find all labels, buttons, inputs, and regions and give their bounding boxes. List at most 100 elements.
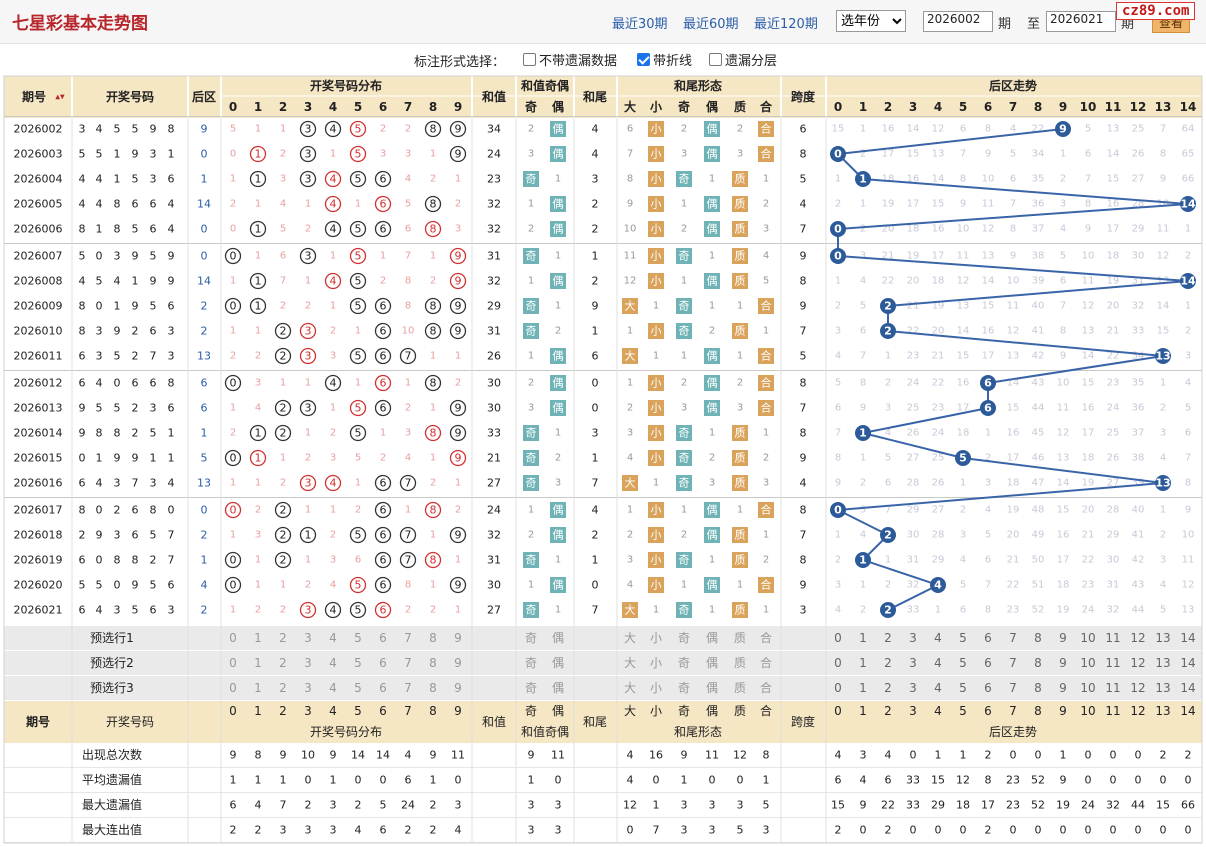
miss-value: 1 [455,174,461,185]
shape-miss: 1 [763,326,769,337]
recent-120-link[interactable]: 最近120期 [754,17,818,32]
stats-trend: 0 [1085,774,1092,787]
hit-number: 9 [455,452,462,465]
draw-number: 6 [168,173,175,186]
recent-30-link[interactable]: 最近30期 [612,17,668,32]
stats-trend: 0 [1110,774,1117,787]
period-from-input[interactable]: 2026002 [923,11,993,32]
options-label: 标注形式选择： [414,55,506,70]
miss-value: 2 [230,428,236,439]
trend-miss: 4 [985,505,991,516]
trend-miss: 4 [1160,580,1166,591]
preselect-back-digit: 12 [1130,681,1145,695]
miss-value: 1 [405,505,411,516]
header-back: 后区 [192,89,216,104]
trend-miss: 1 [860,580,866,591]
miss-value: 1 [430,580,436,591]
stats-shape: 12 [623,799,637,812]
oe-box [550,273,566,289]
stats-shape: 9 [681,749,688,762]
draw-number: 3 [114,604,121,617]
miss-value: 8 [405,276,411,287]
trend-miss: 13 [1107,124,1120,135]
shape-mark: 小 [651,504,662,517]
option-line[interactable]: 带折线 [637,50,692,69]
trend-ball-number: 14 [1180,275,1196,288]
draw-number: 4 [96,604,103,617]
period-to-input[interactable]: 2026021 [1046,11,1116,32]
trend-miss: 1 [860,453,866,464]
stats-trend: 2 [1160,749,1167,762]
hit-ball [299,170,317,188]
trend-miss: 44 [1132,605,1145,616]
header-tail: 和尾 [582,89,607,104]
sum-value: 29 [487,300,501,313]
hit-ball [449,272,467,290]
option-layer[interactable]: 遗漏分层 [709,50,777,69]
hit-ball [274,347,292,365]
preselect-digit: 1 [254,631,262,645]
preselect-back-digit: 10 [1080,656,1095,670]
trend-miss: 18 [1082,453,1095,464]
preselect-even: 偶 [552,631,564,645]
trend-miss: 14 [932,174,945,185]
trend-ball-number: 1 [859,554,867,567]
hit-ball [249,424,267,442]
trend-miss: 22 [1082,555,1095,566]
draw-number: 5 [96,579,103,592]
draw-number: 5 [132,604,139,617]
hit-number: 6 [380,377,387,390]
shape-box [676,602,692,618]
shape-mark: 奇 [679,173,690,186]
hit-ball [274,526,292,544]
trend-miss: 13 [932,149,945,160]
shape-box [704,502,720,518]
stats-shape: 3 [763,824,770,837]
stats-shape: 3 [681,799,688,812]
draw-number: 3 [96,350,103,363]
no-miss-checkbox[interactable] [523,53,536,66]
trend-miss: 15 [982,301,995,312]
trend-miss: 43 [1032,378,1045,389]
draw-number: 9 [114,452,121,465]
draw-number: 3 [114,250,121,263]
footer-trend-col: 3 [909,704,917,718]
year-select[interactable]: 选年份 [836,10,906,32]
preselect-back-digit: 5 [959,631,967,645]
trend-ball [930,577,946,593]
recent-60-link[interactable]: 最近60期 [683,17,739,32]
preselect-digit: 4 [329,631,337,645]
shape-mark: 小 [651,250,662,263]
hit-ball [224,551,242,569]
oe-miss: 1 [528,505,534,516]
tail-value: 1 [592,250,599,263]
trend-miss: 26 [907,428,920,439]
draw-number: 4 [96,123,103,136]
shape-col-3: 偶 [706,99,718,114]
oe-box [523,171,539,187]
trend-miss: 6 [1085,149,1091,160]
stats-shape: 0 [737,774,744,787]
shape-box [704,146,720,162]
shape-miss: 1 [681,276,687,287]
trend-miss: 66 [1182,174,1195,185]
trend-miss: 52 [1032,605,1045,616]
preselect-digit: 3 [304,681,312,695]
preselect-digit: 6 [379,681,387,695]
footer-trend-col: 1 [859,704,867,718]
layer-checkbox[interactable] [709,53,722,66]
oe-mark: 偶 [553,377,564,390]
draw-number: 5 [96,402,103,415]
hit-ball [299,474,317,492]
span-value: 9 [800,300,807,313]
preselect-digit: 4 [329,656,337,670]
stats-trend: 4 [885,749,892,762]
preselect-back-digit: 1 [859,631,867,645]
shape-miss: 1 [763,530,769,541]
draw-number: 1 [168,148,175,161]
option-no-miss[interactable]: 不带遗漏数据 [523,50,617,69]
hit-ball [299,601,317,619]
line-checkbox[interactable] [637,53,650,66]
miss-value: 1 [430,403,436,414]
trend-miss: 8 [1085,199,1091,210]
